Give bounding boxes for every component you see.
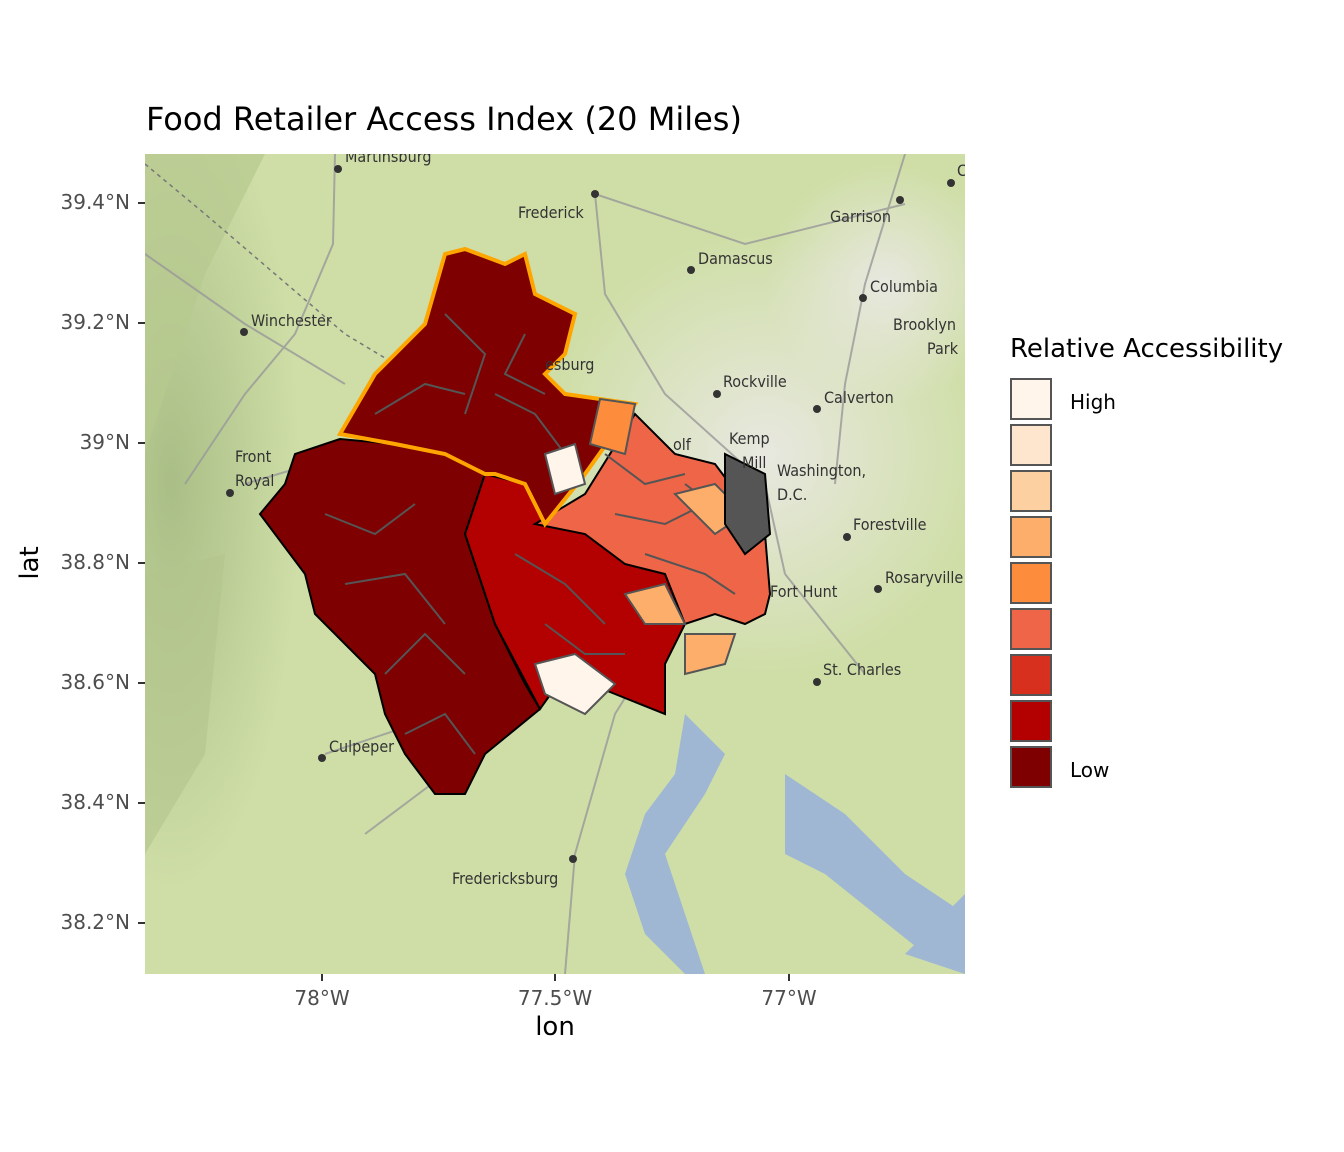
- x-tick-label: 77°W: [761, 986, 817, 1010]
- place-label: Calverton: [824, 388, 894, 407]
- place-markers: Martinsburg Frederick Garrison Damascus …: [226, 154, 965, 888]
- ridge-shade: [145, 154, 265, 454]
- tract-high-2[interactable]: [533, 652, 617, 716]
- place-label: Columbia: [870, 277, 938, 296]
- legend-key-2: [1010, 424, 1052, 466]
- tract-mid-2[interactable]: [623, 582, 687, 625]
- legend-key-3: [1010, 470, 1052, 512]
- place-label: Frederick: [518, 203, 584, 222]
- y-tick-mark: [138, 442, 145, 444]
- tract-high-1[interactable]: [543, 442, 587, 496]
- bay-water: [905, 894, 965, 974]
- y-tick-mark: [138, 802, 145, 804]
- place-label: Garrison: [830, 207, 891, 226]
- x-tick-label: 77.5°W: [517, 986, 593, 1010]
- x-tick-mark: [788, 974, 790, 981]
- y-tick-mark: [138, 922, 145, 924]
- y-tick-label: 38.8°N: [60, 550, 131, 574]
- place-label: Royal: [235, 471, 274, 490]
- place-label: Damascus: [698, 249, 773, 268]
- region-fairfax[interactable]: [532, 412, 772, 626]
- map-panel[interactable]: Martinsburg Frederick Garrison Damascus …: [145, 154, 965, 974]
- y-tick-label: 39°N: [79, 430, 130, 454]
- legend-key-4: [1010, 516, 1052, 558]
- y-tick-label: 39.2°N: [60, 310, 131, 334]
- y-axis-label: lat: [15, 546, 45, 580]
- place-label: Fort Hunt: [770, 582, 838, 601]
- y-tick-mark: [138, 562, 145, 564]
- legend-label-low: Low: [1070, 758, 1110, 782]
- x-axis-label: lon: [535, 1012, 575, 1042]
- place-label: Culpeper: [329, 737, 394, 756]
- place-label: Kemp: [729, 429, 770, 448]
- y-tick-mark: [138, 322, 145, 324]
- place-label: Washington,: [777, 461, 866, 480]
- place-label: Mill: [742, 453, 766, 472]
- legend-key-1: [1010, 378, 1052, 420]
- x-tick-mark: [554, 974, 556, 981]
- chart-title: Food Retailer Access Index (20 Miles): [146, 100, 742, 138]
- place-label: Brooklyn: [893, 315, 956, 334]
- y-tick-label: 38.6°N: [60, 670, 131, 694]
- place-label: D.C.: [777, 485, 807, 504]
- tract-mid-4[interactable]: [588, 397, 637, 456]
- place-label: Front: [235, 447, 272, 466]
- place-label: St. Charles: [823, 660, 901, 679]
- tract-dense[interactable]: [724, 452, 772, 556]
- y-tick-label: 38.4°N: [60, 790, 131, 814]
- place-label: olf: [673, 435, 692, 454]
- legend-key-8: [1010, 700, 1052, 742]
- y-tick-mark: [138, 202, 145, 204]
- place-label: Park: [927, 339, 959, 358]
- place-label: Fredericksburg: [452, 869, 558, 888]
- potomac-estuary: [785, 774, 965, 974]
- place-label: Rosaryville: [885, 568, 963, 587]
- x-tick-label: 78°W: [294, 986, 350, 1010]
- legend-key-7: [1010, 654, 1052, 696]
- place-label: esburg: [545, 355, 594, 374]
- x-tick-mark: [321, 974, 323, 981]
- ridge-shade-2: [145, 554, 225, 854]
- legend-title: Relative Accessibility: [1010, 334, 1284, 364]
- y-tick-label: 39.4°N: [60, 190, 131, 214]
- place-label: Winchester: [251, 311, 332, 330]
- y-tick-label: 38.2°N: [60, 910, 131, 934]
- legend-key-9: [1010, 746, 1052, 788]
- place-label: Forestville: [853, 515, 927, 534]
- legend-key-6: [1010, 608, 1052, 650]
- tract-mid-3[interactable]: [684, 633, 737, 676]
- legend-label-high: High: [1070, 390, 1116, 414]
- basemap-svg: Martinsburg Frederick Garrison Damascus …: [145, 154, 965, 974]
- place-label: Rockville: [723, 372, 787, 391]
- legend-key-5: [1010, 562, 1052, 604]
- y-tick-mark: [138, 682, 145, 684]
- potomac-river: [625, 714, 725, 974]
- place-label: Martinsburg: [345, 154, 431, 166]
- place-label: C: [957, 161, 965, 180]
